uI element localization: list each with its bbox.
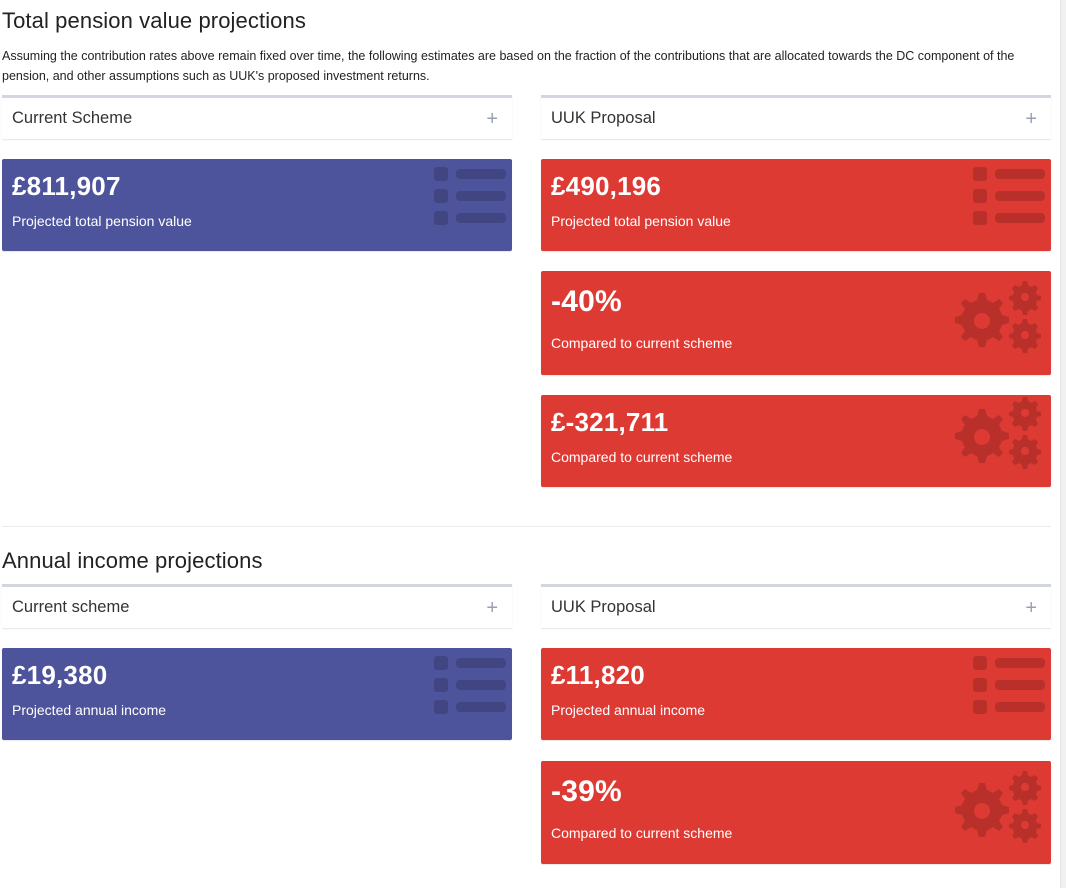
box-value: £19,380 (12, 660, 108, 690)
box-caption: Compared to current scheme (551, 825, 733, 841)
uuk-proposal-pension-box-header[interactable]: UUK Proposal + (541, 95, 1051, 139)
expand-plus-icon[interactable]: + (1025, 107, 1037, 130)
box-value: -39% (551, 775, 622, 808)
expand-plus-icon[interactable]: + (486, 596, 498, 619)
uuk-pension-percent-box: -40% Compared to current scheme (541, 271, 1051, 375)
box-caption: Projected annual income (551, 702, 706, 718)
box-value: £490,196 (551, 171, 662, 201)
uuk-proposal-income-box-header[interactable]: UUK Proposal + (541, 584, 1051, 628)
list-icon (434, 656, 506, 714)
current-annual-income-box: £19,380 Projected annual income (2, 648, 512, 740)
page-scrollbar[interactable] (1060, 0, 1066, 888)
box-caption: Projected annual income (12, 702, 167, 718)
section-divider (2, 526, 1051, 527)
box-title: UUK Proposal (551, 109, 656, 127)
list-icon (973, 167, 1045, 225)
uuk-total-pension-box: £490,196 Projected total pension value (541, 159, 1051, 251)
box-title: Current scheme (12, 598, 130, 616)
current-scheme-pension-box-header[interactable]: Current Scheme + (2, 95, 512, 139)
box-value: £811,907 (12, 171, 121, 201)
uuk-annual-income-box: £11,820 Projected annual income (541, 648, 1051, 740)
gears-icon (955, 281, 1041, 353)
box-value: £11,820 (551, 660, 645, 690)
box-value: -40% (551, 285, 622, 318)
box-title: UUK Proposal (551, 598, 656, 616)
box-caption: Projected total pension value (551, 213, 731, 229)
box-caption: Projected total pension value (12, 213, 192, 229)
box-caption: Compared to current scheme (551, 449, 733, 465)
current-scheme-income-box-header[interactable]: Current scheme + (2, 584, 512, 628)
income-section-heading: Annual income projections (2, 548, 263, 573)
list-icon (434, 167, 506, 225)
gears-icon (955, 771, 1041, 843)
box-caption: Compared to current scheme (551, 335, 733, 351)
box-title: Current Scheme (12, 109, 133, 127)
gears-icon (955, 397, 1041, 469)
uuk-income-percent-box: -39% Compared to current scheme (541, 761, 1051, 864)
expand-plus-icon[interactable]: + (486, 107, 498, 130)
current-total-pension-box: £811,907 Projected total pension value (2, 159, 512, 251)
pension-section-heading: Total pension value projections (2, 8, 306, 33)
box-value: £-321,711 (551, 407, 669, 437)
list-icon (973, 656, 1045, 714)
uuk-pension-difference-box: £-321,711 Compared to current scheme (541, 395, 1051, 487)
expand-plus-icon[interactable]: + (1025, 596, 1037, 619)
pension-section-description: Assuming the contribution rates above re… (2, 49, 1015, 83)
